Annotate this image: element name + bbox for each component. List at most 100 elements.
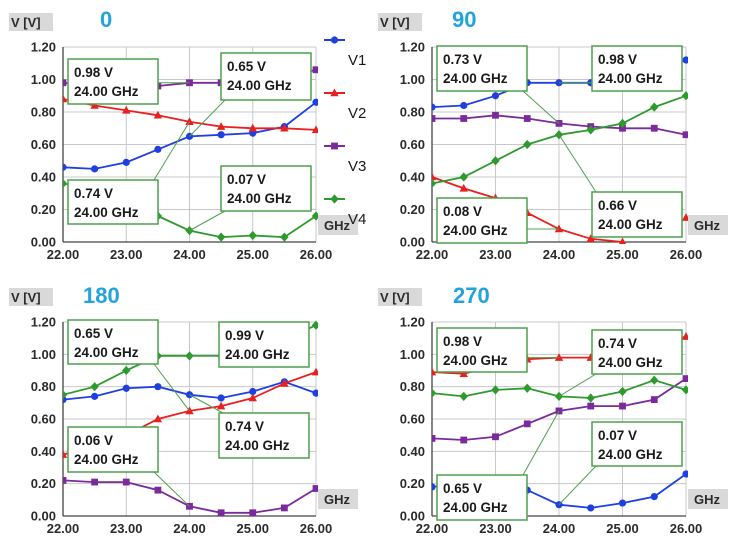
data-point-V1 xyxy=(91,392,99,400)
y-tick-label: 1.20 xyxy=(31,315,56,330)
annotation-value: 0.66 V xyxy=(598,198,637,213)
data-point-V1 xyxy=(217,131,225,139)
chart-panel-90: 0.00 0.20 0.40 0.60 0.80 1.00 1.20 22.00 23.00 24… xyxy=(378,7,728,262)
annotation-connector xyxy=(558,465,597,506)
data-point-V4 xyxy=(90,382,99,392)
data-point-V1 xyxy=(312,389,318,397)
annotation-value: 0.65 V xyxy=(227,59,266,74)
data-point-V3 xyxy=(492,111,499,119)
x-unit-box xyxy=(318,215,358,235)
data-point-V1 xyxy=(217,394,225,402)
data-point-V2 xyxy=(586,234,595,243)
x-tick-label: 25.00 xyxy=(236,247,269,262)
data-point-V4 xyxy=(681,385,688,395)
data-point-V1 xyxy=(154,145,162,153)
annotation-frequency: 24.00 GHz xyxy=(443,353,508,368)
y-tick-label: 0.20 xyxy=(400,476,425,491)
data-point-V2 xyxy=(216,401,226,410)
annotation-frequency: 24.00 GHz xyxy=(443,500,508,515)
data-point-V3 xyxy=(312,485,318,492)
annotation-value: 0.07 V xyxy=(598,428,637,443)
data-point-V4 xyxy=(586,393,595,403)
annotation-connector xyxy=(189,210,226,232)
annotation-value: 0.65 V xyxy=(74,326,113,341)
y-tick-label: 1.00 xyxy=(400,347,425,362)
data-point-V2 xyxy=(153,110,163,119)
legend: V1 V2 V3 V4 xyxy=(324,36,366,228)
y-tick-label: 0.00 xyxy=(31,235,56,250)
data-point-V4 xyxy=(122,365,131,376)
data-point-V2 xyxy=(90,101,99,109)
data-point-V3 xyxy=(63,79,67,87)
y-tick-label: 1.00 xyxy=(31,347,56,362)
x-tick-label: 23.00 xyxy=(110,521,143,536)
data-point-V3 xyxy=(122,478,130,486)
annotation-value: 0.98 V xyxy=(74,65,113,80)
y-axis-label: V [V] xyxy=(380,15,410,30)
x-tick-label: 22.00 xyxy=(47,521,80,536)
annotation-connector xyxy=(189,99,226,137)
y-tick-label: 0.20 xyxy=(31,202,56,217)
data-point-V1 xyxy=(312,98,318,106)
data-point-V3 xyxy=(682,131,688,139)
data-point-V4 xyxy=(523,139,532,150)
annotation-value: 0.74 V xyxy=(74,186,113,201)
data-point-V3 xyxy=(280,504,288,512)
data-point-V2 xyxy=(459,183,468,192)
annotation-box xyxy=(436,45,528,92)
annotation-box xyxy=(436,474,528,521)
data-point-V1 xyxy=(432,103,436,111)
annotation-connector xyxy=(558,373,597,397)
data-point-V2 xyxy=(63,94,68,103)
y-tick-label: 0.80 xyxy=(31,105,56,120)
data-point-V2 xyxy=(432,172,437,181)
data-point-V4 xyxy=(311,211,318,221)
legend-label-V4: V4 xyxy=(348,211,366,228)
data-point-V4 xyxy=(618,386,627,397)
annotation-frequency: 24.00 GHz xyxy=(227,78,292,93)
data-point-V1 xyxy=(682,470,688,478)
data-point-V2 xyxy=(153,414,163,423)
annotation-frequency: 24.00 GHz xyxy=(74,452,139,467)
annotation-value: 0.98 V xyxy=(443,334,482,349)
annotation-value: 0.65 V xyxy=(443,481,482,496)
y-axis-label: V [V] xyxy=(11,290,41,305)
annotation-frequency: 24.00 GHz xyxy=(74,84,139,99)
annotation-box xyxy=(591,45,683,92)
data-point-V1 xyxy=(650,493,658,501)
data-point-V1 xyxy=(491,92,500,100)
data-point-V3 xyxy=(432,435,436,442)
data-point-V4 xyxy=(523,383,532,393)
y-unit-box xyxy=(9,288,53,306)
data-point-V1 xyxy=(122,158,130,166)
data-point-V1 xyxy=(249,387,257,396)
data-point-V3 xyxy=(523,420,531,428)
data-point-V4 xyxy=(280,232,289,242)
legend-label-V2: V2 xyxy=(348,105,366,122)
y-tick-label: 0.00 xyxy=(31,509,56,524)
data-point-V3 xyxy=(587,402,595,410)
annotation-value: 0.74 V xyxy=(225,419,264,434)
annotation-frequency: 24.00 GHz xyxy=(443,71,508,86)
y-tick-label: 0.60 xyxy=(31,412,56,427)
x-tick-label: 24.00 xyxy=(543,247,576,262)
y-tick-label: 0.40 xyxy=(31,170,56,185)
data-point-V4 xyxy=(491,156,500,166)
annotation-value: 0.08 V xyxy=(443,204,482,219)
y-tick-label: 1.20 xyxy=(31,40,56,55)
x-tick-label: 22.00 xyxy=(47,247,80,262)
x-axis-label: GHz xyxy=(324,218,351,233)
y-axis-label: V [V] xyxy=(380,290,410,305)
data-point-V1 xyxy=(122,384,130,392)
y-tick-label: 1.00 xyxy=(31,72,56,87)
annotation-frequency: 24.00 GHz xyxy=(74,345,139,360)
legend-marker-V1 xyxy=(330,36,339,44)
annotation-value: 0.73 V xyxy=(443,52,482,67)
annotation-box xyxy=(218,321,310,368)
y-tick-label: 0.80 xyxy=(31,379,56,394)
x-tick-label: 25.00 xyxy=(236,521,269,536)
annotation-box xyxy=(436,327,528,373)
annotation-connector xyxy=(558,134,597,193)
x-tick-label: 25.00 xyxy=(606,247,639,262)
x-tick-label: 24.00 xyxy=(173,247,206,262)
